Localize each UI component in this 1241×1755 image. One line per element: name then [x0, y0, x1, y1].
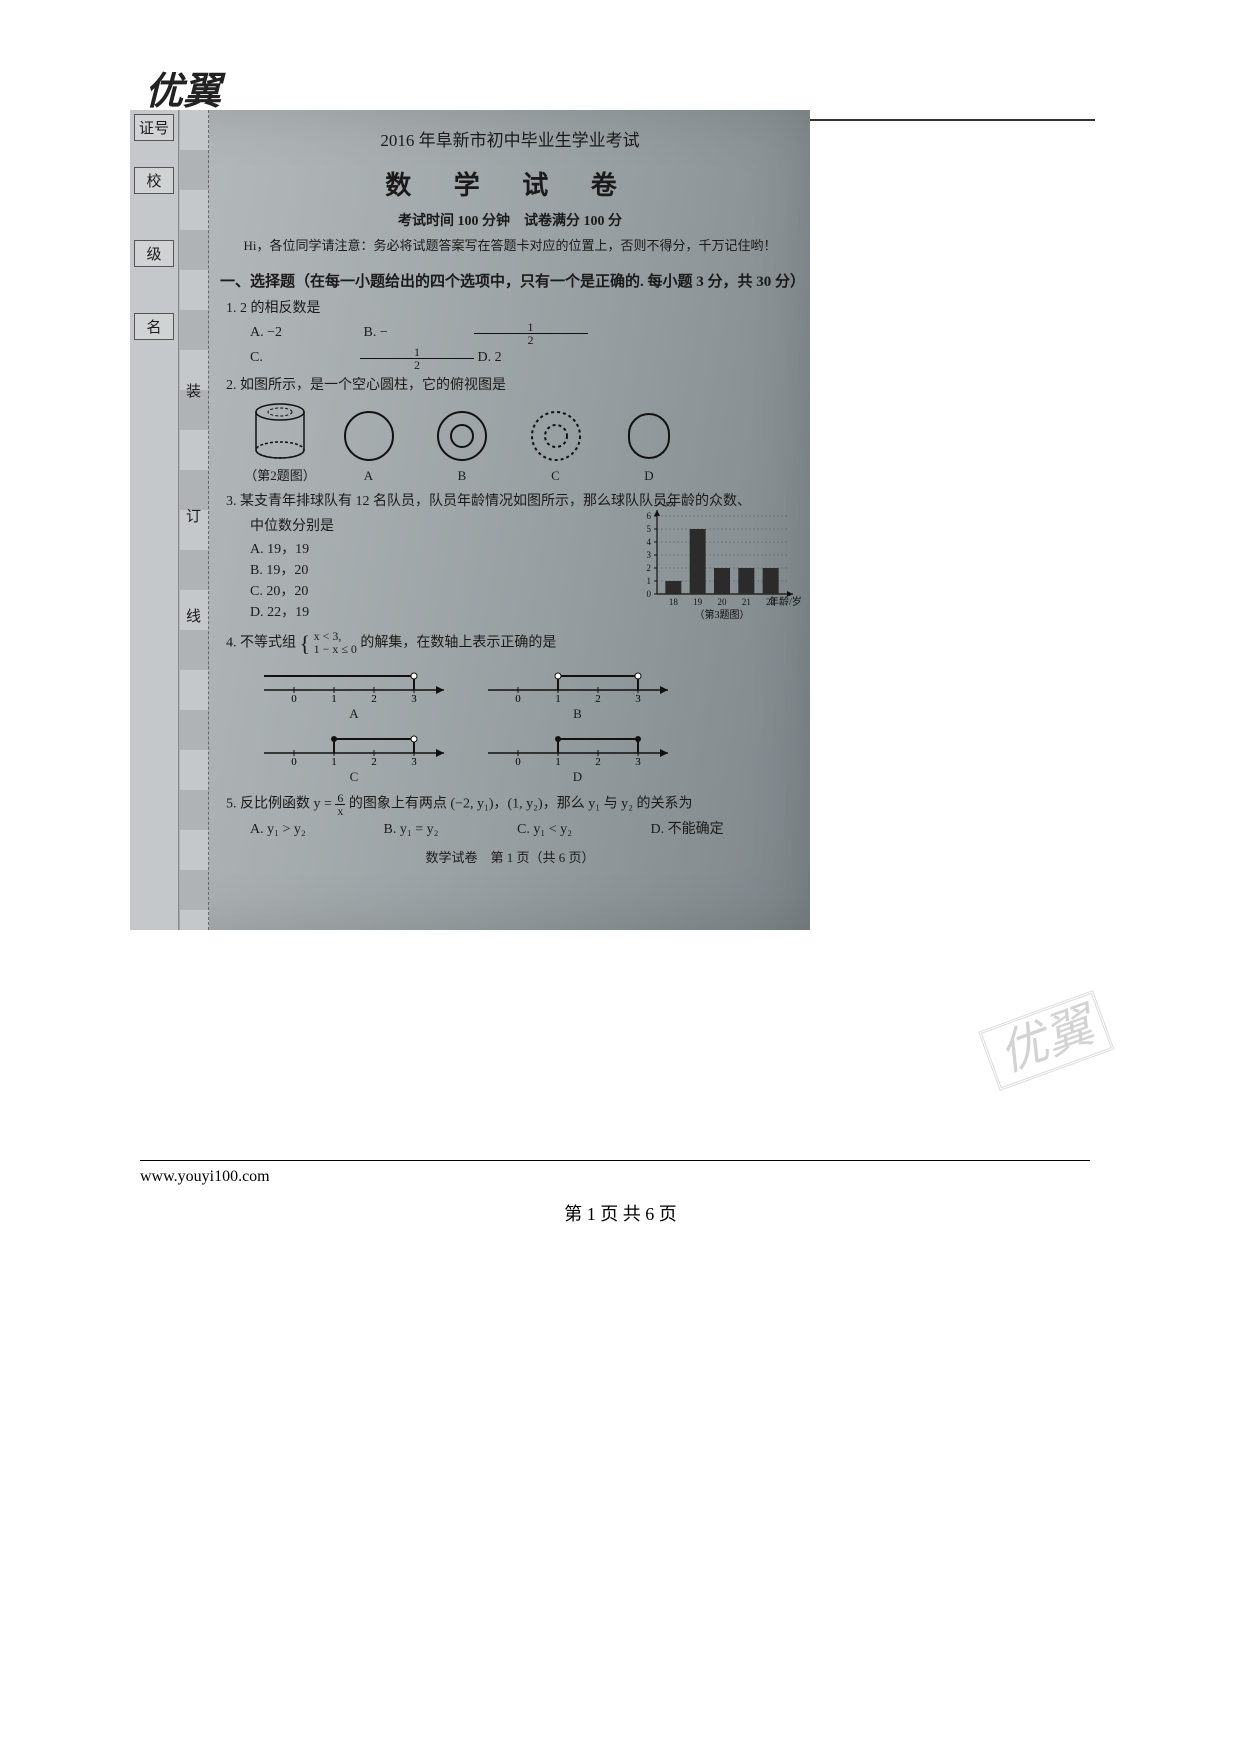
q4-nl-d: 0123 D [468, 725, 688, 787]
watermark-text: 优翼 [978, 990, 1114, 1091]
svg-text:6: 6 [647, 511, 652, 521]
svg-text:2: 2 [647, 563, 652, 573]
svg-text:5: 5 [647, 524, 652, 534]
side-box-id: 证号 [134, 114, 174, 141]
exam-note: Hi，各位同学请注意：务必将试题答案写在答题卡对应的位置上，否则不得分，千万记住… [220, 236, 800, 256]
q2-opt-c-fig: C [511, 406, 601, 486]
svg-text:人数: 人数 [655, 502, 675, 509]
svg-text:18: 18 [669, 597, 679, 607]
q5-options: A. y₁ > y₂ B. y₁ = y₂ C. y₁ < y₂ D. 不能确定 [250, 819, 800, 840]
svg-text:21: 21 [742, 597, 751, 607]
q2-figures: （第2题图） A B C D [240, 400, 800, 487]
svg-text:3: 3 [411, 756, 417, 767]
svg-text:3: 3 [635, 756, 641, 767]
side-box-school: 校 [134, 167, 174, 194]
svg-text:1: 1 [647, 576, 652, 586]
svg-text:1: 1 [331, 693, 337, 704]
svg-text:0: 0 [647, 589, 652, 599]
q4-nl-c: 0123 C [244, 725, 464, 787]
exam-title: 数 学 试 卷 [220, 166, 800, 205]
cylinder-icon [247, 400, 313, 466]
exam-subheader: 考试时间 100 分钟 试卷满分 100 分 [220, 211, 800, 232]
exam-header-line1: 2016 年阜新市初中毕业生学业考试 [220, 128, 800, 154]
q2-cylinder-figure: （第2题图） [240, 400, 320, 486]
footer-url: www.youyi100.com [140, 1168, 270, 1186]
svg-text:0: 0 [515, 693, 521, 704]
section-1-heading: 一、选择题（在每一小题给出的四个选项中，只有一个是正确的. 每小题 3 分，共 … [220, 271, 800, 294]
q1-opt-c: C. 12 [250, 346, 474, 371]
svg-text:2: 2 [371, 693, 377, 704]
svg-text:2: 2 [371, 756, 377, 767]
q5-opt-d: D. 不能确定 [651, 819, 781, 840]
fold-label-ding: 订 [186, 505, 201, 526]
svg-text:4: 4 [647, 537, 652, 547]
q5-stem: 5. 反比例函数 y = 6x 的图象上有两点 (−2, y₁)，(1, y₂)… [226, 792, 800, 817]
q1-opt-d: D. 2 [478, 347, 588, 368]
exam-scan: 证号 校 级 名 装 订 线 2016 年阜新市初中毕业生学业考试 数 学 试 … [130, 110, 810, 930]
svg-text:1: 1 [555, 756, 561, 767]
fold-label-xian: 线 [186, 605, 201, 626]
svg-text:3: 3 [635, 693, 641, 704]
q4-nl-b: 0123 B [468, 662, 688, 724]
q2-opt-d-fig: D [604, 406, 694, 486]
svg-text:3: 3 [647, 550, 652, 560]
q3-bar-chart: 01234561819202122人数年龄/岁（第3题图） [629, 502, 804, 622]
q1-options: A. −2 B. −12 C. 12 D. 2 [250, 321, 800, 371]
q1-opt-a: A. −2 [250, 322, 360, 343]
footer-rule [140, 1160, 1090, 1161]
svg-text:3: 3 [411, 693, 417, 704]
q4-stem: 4. 不等式组 { x < 3, 1 − x ≤ 0 的解集，在数轴上表示正确的… [226, 627, 800, 660]
fold-label-zhuang: 装 [186, 380, 201, 401]
svg-text:20: 20 [718, 597, 728, 607]
inner-page-footer: 数学试卷 第 1 页（共 6 页） [220, 848, 800, 868]
q1-opt-b: B. −12 [364, 321, 588, 346]
svg-text:0: 0 [291, 693, 297, 704]
q4-numberlines-row1: 0123 A 0123 B [244, 662, 800, 725]
watermark: 优翼 [975, 972, 1147, 1108]
svg-text:（第3题图）: （第3题图） [695, 608, 750, 621]
q2-stem: 2. 如图所示，是一个空心圆柱，它的俯视图是 [226, 375, 800, 396]
side-box-grade: 级 [134, 240, 174, 267]
q5-opt-a: A. y₁ > y₂ [250, 819, 380, 840]
svg-text:1: 1 [331, 756, 337, 767]
footer-page-number: 第 1 页 共 6 页 [0, 1200, 1241, 1226]
q2-opt-b-fig: B [417, 406, 507, 486]
q4-nl-a: 0123 A [244, 662, 464, 724]
q5-opt-c: C. y₁ < y₂ [517, 819, 647, 840]
document-page: 优翼 证号 校 级 名 装 订 线 2016 年阜新市初中毕业生学业考试 数 学… [0, 0, 1241, 1755]
svg-text:19: 19 [693, 597, 703, 607]
brand-logo-text: 优翼 [145, 71, 221, 113]
svg-text:2: 2 [595, 756, 601, 767]
svg-text:1: 1 [555, 693, 561, 704]
q1-stem: 1. 2 的相反数是 [226, 298, 800, 319]
svg-text:0: 0 [291, 756, 297, 767]
svg-text:年龄/岁: 年龄/岁 [769, 595, 802, 608]
q5-opt-b: B. y₁ = y₂ [384, 819, 514, 840]
binding-side-column: 证号 校 级 名 [130, 110, 179, 930]
fold-line-column: 装 订 线 [180, 110, 209, 930]
svg-text:2: 2 [595, 693, 601, 704]
svg-text:0: 0 [515, 756, 521, 767]
q4-numberlines-row2: 0123 C 0123 D [244, 725, 800, 788]
q2-opt-a-fig: A [324, 406, 414, 486]
side-box-name: 名 [134, 313, 174, 340]
